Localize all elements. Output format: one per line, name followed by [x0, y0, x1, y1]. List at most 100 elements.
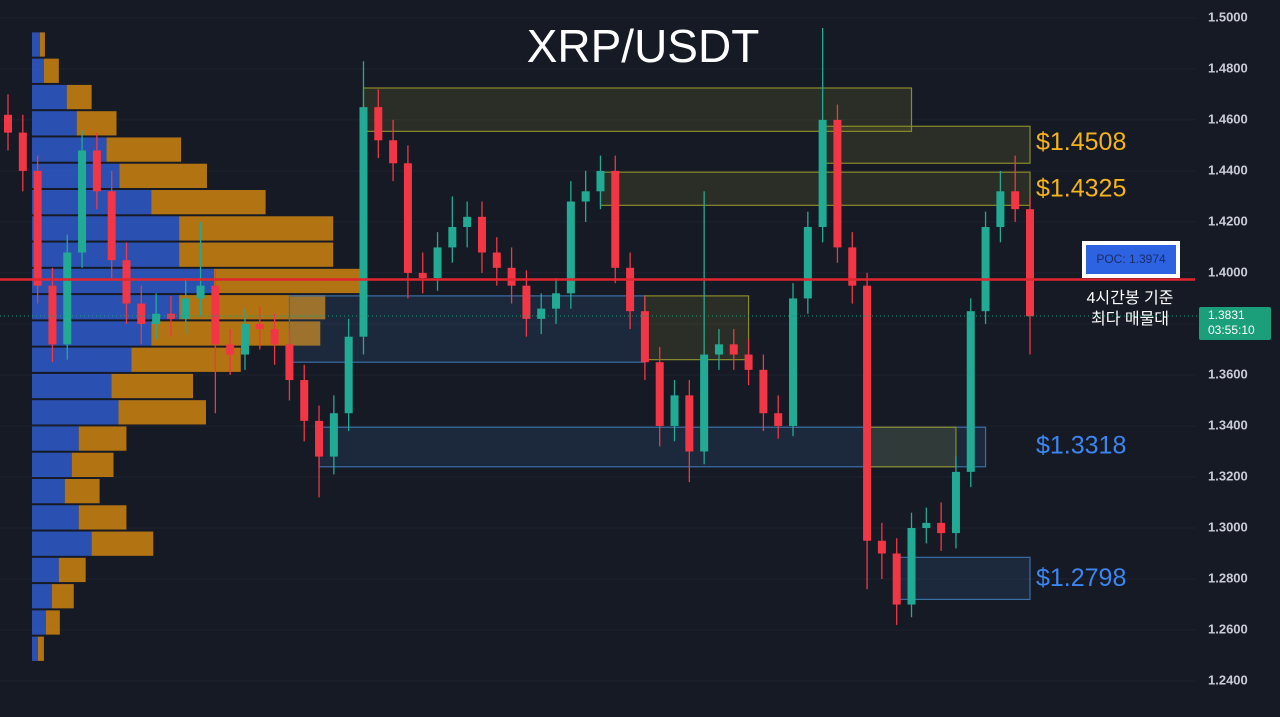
countdown-label: 03:55:10	[1208, 323, 1255, 337]
y-tick-label: 1.4400	[1208, 162, 1248, 177]
profile-buy-bar	[32, 557, 59, 583]
zone	[318, 426, 987, 468]
candle-body	[492, 252, 501, 268]
profile-sell-bar	[131, 347, 241, 372]
profile-buy-bar	[32, 347, 132, 372]
profile-buy-bar	[32, 58, 44, 83]
profile-sell-bar	[91, 531, 154, 556]
zone	[822, 125, 1031, 164]
profile-buy-bar	[32, 584, 52, 609]
candle-body	[951, 471, 960, 534]
candle-body	[581, 191, 590, 202]
profile-sell-bar	[64, 479, 100, 504]
profile-sell-bar	[179, 216, 334, 241]
zone	[288, 295, 646, 363]
profile-sell-bar	[151, 321, 321, 346]
candle-body	[389, 140, 398, 164]
zone	[866, 426, 957, 468]
y-tick-label: 1.4200	[1208, 213, 1248, 228]
y-tick-label: 1.3600	[1208, 366, 1248, 381]
profile-buy-bar	[32, 111, 77, 136]
candle-body	[418, 272, 427, 279]
y-tick-label: 1.2800	[1208, 570, 1248, 585]
candle-body	[374, 107, 383, 141]
candles	[4, 28, 1034, 625]
overlays: 1.2400 1.2600 1.2800 1.3000 1.3200 1.3400 1.36…	[0, 9, 1271, 687]
candle-body	[240, 323, 249, 355]
level-label: $1.3318	[1036, 431, 1126, 459]
candle-body	[285, 344, 294, 381]
level-label: $1.2798	[1036, 564, 1126, 592]
profile-buy-bar	[32, 426, 79, 451]
candle-body	[270, 329, 279, 345]
profile-buy-bar	[32, 216, 180, 241]
candle-body	[78, 150, 87, 253]
profile-sell-bar	[213, 268, 367, 294]
profile-sell-bar	[179, 242, 334, 267]
candle-body	[996, 191, 1005, 228]
profile-sell-bar	[118, 400, 206, 425]
candle-body	[359, 107, 368, 337]
candle-body	[166, 313, 175, 319]
profile-sell-bar	[71, 452, 114, 477]
profile-sell-bar	[119, 163, 207, 189]
candle-body	[596, 170, 605, 192]
candle-body	[329, 413, 338, 457]
zone	[599, 171, 1031, 206]
profile-buy-bar	[32, 84, 67, 110]
chart-title: XRP/USDT	[527, 20, 760, 72]
candle-body	[448, 227, 457, 248]
y-tick-label: 1.2600	[1208, 621, 1248, 636]
candle-body	[981, 227, 990, 312]
candle-body	[848, 247, 857, 286]
candle-body	[759, 369, 768, 414]
candle-body	[818, 119, 827, 228]
candle-body	[63, 252, 72, 345]
candle-body	[655, 362, 664, 426]
candle-body	[907, 527, 916, 605]
zone	[362, 87, 913, 132]
profile-buy-bar	[32, 531, 92, 556]
profile-sell-bar	[66, 84, 92, 110]
candle-body	[255, 323, 264, 330]
candle-body	[196, 285, 205, 299]
level-label: $1.4508	[1036, 128, 1126, 156]
candle-body	[33, 170, 42, 286]
candle-body	[685, 395, 694, 452]
candle-body	[566, 201, 575, 294]
profile-sell-bar	[58, 557, 86, 583]
candle-body	[611, 170, 620, 268]
profile-sell-bar	[37, 636, 44, 661]
candle-body	[137, 303, 146, 324]
current-price-tag	[1199, 307, 1271, 341]
profile-buy-bar	[32, 242, 180, 267]
profile-sell-bar	[151, 190, 266, 215]
candle-body	[522, 285, 531, 319]
candle-body	[315, 420, 324, 457]
candle-body	[181, 298, 190, 319]
profile-buy-bar	[32, 505, 79, 530]
profile-buy-bar	[32, 479, 65, 504]
profile-buy-bar	[32, 400, 119, 425]
y-tick-label: 1.4600	[1208, 111, 1248, 126]
annotation: 4시간봉 기준	[1087, 289, 1174, 307]
y-tick-label: 1.4800	[1208, 60, 1248, 75]
y-tick-label: 1.3000	[1208, 519, 1248, 534]
y-tick-label: 1.4000	[1208, 264, 1248, 279]
profile-sell-bar	[106, 137, 182, 162]
candle-body	[640, 311, 649, 363]
profile-sell-bar	[45, 610, 60, 635]
profile-buy-bar	[32, 163, 120, 189]
candle-body	[403, 163, 412, 273]
profile-sell-bar	[51, 584, 74, 609]
candle-body	[433, 247, 442, 279]
candle-body	[107, 191, 116, 261]
candle-body	[552, 293, 561, 309]
profile-buy-bar	[32, 636, 38, 661]
y-tick-label: 1.5000	[1208, 9, 1248, 24]
candle-body	[4, 114, 12, 133]
candle-body	[700, 354, 709, 452]
profile-sell-bar	[111, 373, 194, 399]
candle-body	[92, 150, 101, 192]
